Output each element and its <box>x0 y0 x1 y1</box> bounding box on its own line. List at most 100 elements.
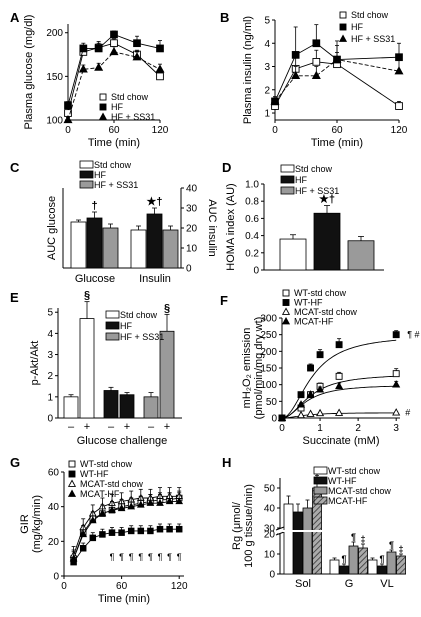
bar <box>386 551 397 575</box>
legend-swatch <box>313 496 328 505</box>
bar <box>159 330 175 419</box>
y-tick-label: 250 <box>260 330 277 341</box>
data-point <box>175 497 184 505</box>
y-tick-label: 0 <box>269 570 275 581</box>
bar-break-gap <box>283 530 323 532</box>
x-tick-label: 0 <box>279 423 285 434</box>
y-tick-label: 300 <box>260 314 277 325</box>
bar <box>79 318 95 419</box>
data-point <box>94 62 104 71</box>
significance-marker: ¶ <box>177 552 182 562</box>
data-point <box>307 364 314 372</box>
bar <box>358 547 368 575</box>
y-axis-label: AUC glucose <box>46 196 58 260</box>
x-category-label: G <box>345 578 354 590</box>
data-point <box>291 51 300 59</box>
significance-marker: # <box>405 408 410 418</box>
bar <box>102 227 119 269</box>
legend-label: WT-std chow <box>294 288 347 298</box>
y-tick-label: 1.0 <box>245 180 259 191</box>
legend-label: HF <box>351 22 363 32</box>
y-axis-label: (mg/kg/min) <box>31 495 43 553</box>
panel-label: D <box>222 160 231 175</box>
data-point <box>335 408 344 416</box>
data-point <box>335 341 343 349</box>
legend-label: HF <box>111 102 123 112</box>
data-point <box>270 96 280 105</box>
y-tick-label: 0.6 <box>245 214 259 225</box>
x-category-label: Insulin <box>139 273 171 285</box>
x-axis-label: Glucose challenge <box>77 435 168 447</box>
data-point <box>133 39 141 48</box>
data-point <box>339 11 347 19</box>
y-tick-label: 40 <box>264 504 276 515</box>
panel-label: F <box>220 293 228 308</box>
x-category-label: Glucose <box>75 273 115 285</box>
x-tick-label: 120 <box>171 581 188 592</box>
y-tick-label: 3 <box>264 62 270 73</box>
panel-label: C <box>10 160 20 175</box>
legend-swatch <box>105 310 120 319</box>
x-category-label: + <box>124 421 130 433</box>
legend-label: Std chow <box>120 310 158 320</box>
series-wt-std-chow <box>70 490 183 562</box>
data-point <box>296 410 306 419</box>
data-point <box>99 531 106 538</box>
significance-marker: ¶ <box>351 532 356 542</box>
y-tick-label: 0.8 <box>245 197 259 208</box>
data-point <box>108 505 116 513</box>
x-category-label: + <box>164 421 170 433</box>
bar <box>279 238 307 271</box>
data-point <box>63 114 73 124</box>
legend-swatch <box>280 164 295 173</box>
y-tick-label: 150 <box>46 72 63 83</box>
x-category-label: + <box>84 421 90 433</box>
y-tick-label: 50 <box>266 397 278 408</box>
data-point <box>156 44 164 53</box>
panel-b: 0 60 120 1 2 3 4 5 Time (min) Plasma insulin (ng/… <box>220 10 408 149</box>
panel-f: 0 1 2 3 0 50 100 150 200 250 300 Succinate (mM) mH₂O… <box>220 288 420 447</box>
data-point <box>69 554 78 562</box>
y-tick-label-right: 30 <box>186 204 198 215</box>
legend-label: HF <box>295 175 307 185</box>
legend-label: Std chow <box>351 10 389 20</box>
legend-label: Std chow <box>111 92 149 102</box>
panel-label: B <box>220 10 229 25</box>
bar <box>329 559 340 575</box>
x-axis-label: Time (min) <box>98 593 150 605</box>
x-axis-label: Time (min) <box>311 137 363 149</box>
data-point <box>99 103 107 111</box>
data-point <box>311 70 321 79</box>
data-point <box>117 504 126 512</box>
bar <box>293 511 303 575</box>
legend-label: MCAT-HF <box>80 489 120 499</box>
legend-label: Std chow <box>94 160 132 170</box>
legend-label: Std chow <box>295 164 333 174</box>
series-line <box>73 501 180 559</box>
data-point <box>312 58 321 66</box>
significance-marker: ¶ <box>341 554 346 564</box>
legend-swatch <box>105 321 120 330</box>
y-tick-label: 3 <box>47 350 53 361</box>
data-point <box>339 23 347 31</box>
x-category-label: – <box>148 421 155 433</box>
y-tick-label-right: 0 <box>186 264 192 275</box>
data-point <box>78 64 88 73</box>
legend-swatch <box>280 186 295 195</box>
significance-marker: ¶ <box>129 552 134 562</box>
series-hf-ss31 <box>63 46 165 124</box>
bar <box>162 229 179 269</box>
y-tick-label: 0 <box>53 572 59 583</box>
data-point <box>291 70 301 79</box>
y-tick-label: 2 <box>47 371 53 382</box>
bar <box>339 565 349 575</box>
significance-marker: § <box>164 302 170 314</box>
data-point <box>118 529 125 536</box>
significance-marker: ★† <box>319 194 335 206</box>
x-tick-label: 0 <box>65 125 71 136</box>
y-tick-label: 10 <box>264 550 276 561</box>
x-tick-label: 3 <box>393 423 399 434</box>
legend-label: WT-HF <box>328 476 357 486</box>
series-wt-hf <box>70 523 183 566</box>
